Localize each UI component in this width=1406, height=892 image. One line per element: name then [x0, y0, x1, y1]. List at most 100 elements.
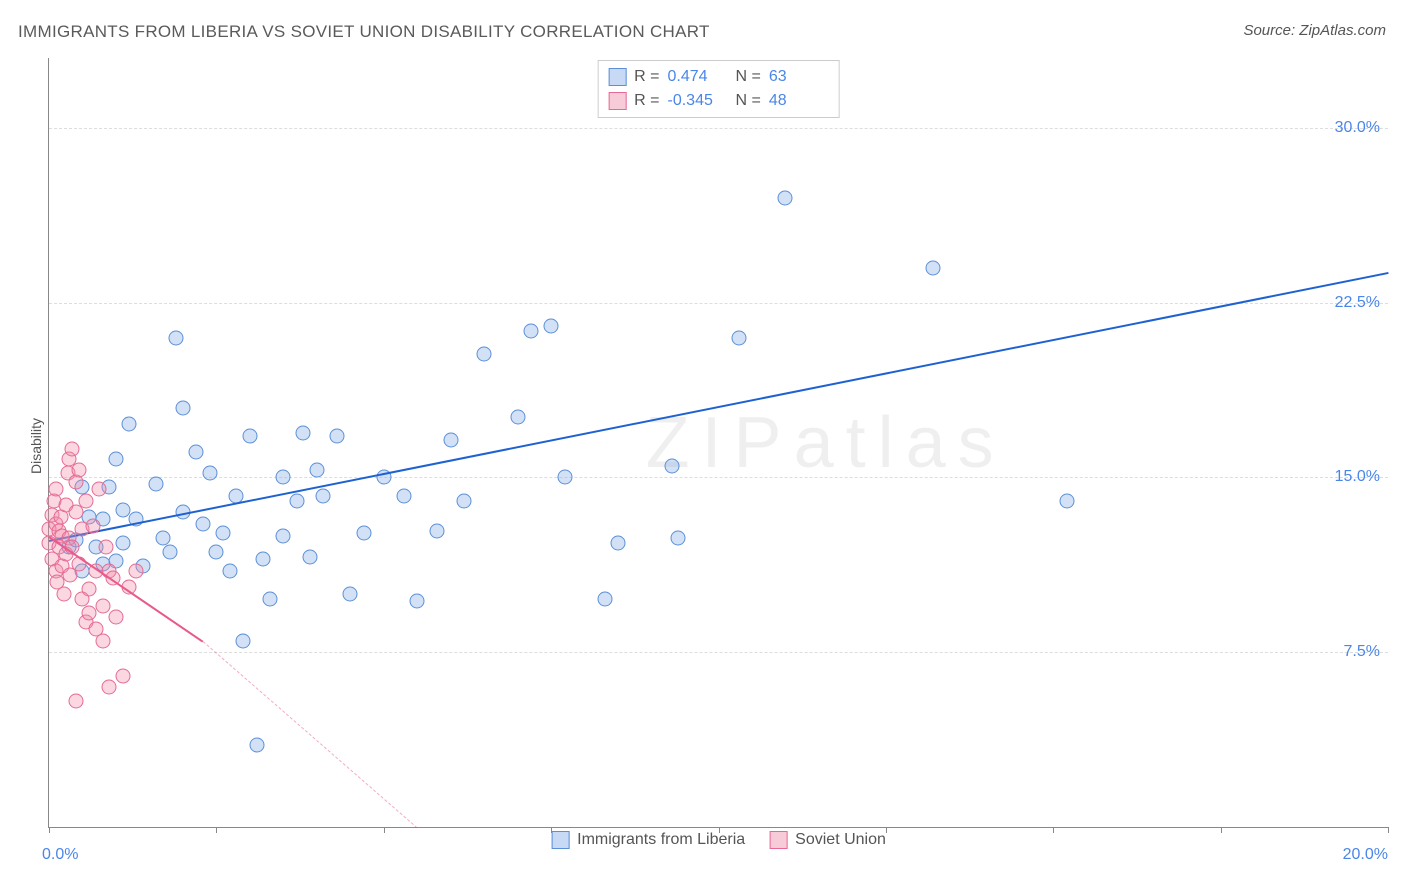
data-point	[477, 346, 492, 361]
data-point	[410, 593, 425, 608]
data-point	[664, 458, 679, 473]
source-label: Source: ZipAtlas.com	[1243, 22, 1386, 39]
swatch-icon	[769, 831, 787, 849]
x-tick-mark	[1221, 827, 1222, 833]
data-point	[276, 470, 291, 485]
n-label: N =	[736, 65, 761, 89]
data-point	[68, 694, 83, 709]
r-value: 0.474	[668, 65, 728, 89]
data-point	[296, 426, 311, 441]
data-point	[115, 503, 130, 518]
data-point	[356, 526, 371, 541]
data-point	[65, 442, 80, 457]
data-point	[611, 535, 626, 550]
data-point	[443, 433, 458, 448]
data-point	[149, 477, 164, 492]
watermark: ZIPatlas	[646, 402, 1006, 484]
data-point	[82, 582, 97, 597]
data-point	[195, 517, 210, 532]
data-point	[48, 482, 63, 497]
data-point	[222, 563, 237, 578]
x-tick-mark	[216, 827, 217, 833]
y-tick-label: 15.0%	[1335, 468, 1380, 486]
data-point	[242, 428, 257, 443]
r-label: R =	[634, 65, 659, 89]
data-point	[115, 668, 130, 683]
swatch-icon	[608, 92, 626, 110]
x-tick-mark	[551, 827, 552, 833]
data-point	[731, 330, 746, 345]
data-point	[209, 545, 224, 560]
plot-area: ZIPatlas R = 0.474 N = 63 R = -0.345 N =…	[48, 58, 1388, 828]
data-point	[303, 549, 318, 564]
r-value: -0.345	[668, 89, 728, 113]
data-point	[92, 482, 107, 497]
n-label: N =	[736, 89, 761, 113]
data-point	[169, 330, 184, 345]
data-point	[129, 563, 144, 578]
data-point	[115, 535, 130, 550]
data-point	[85, 519, 100, 534]
legend-item: Soviet Union	[769, 831, 886, 849]
gridline	[49, 652, 1388, 653]
swatch-icon	[551, 831, 569, 849]
gridline	[49, 128, 1388, 129]
data-point	[524, 323, 539, 338]
data-point	[162, 545, 177, 560]
data-point	[189, 444, 204, 459]
gridline	[49, 477, 1388, 478]
data-point	[316, 489, 331, 504]
x-min-label: 0.0%	[42, 846, 78, 864]
data-point	[557, 470, 572, 485]
data-point	[544, 318, 559, 333]
data-point	[309, 463, 324, 478]
y-tick-label: 22.5%	[1335, 294, 1380, 312]
data-point	[56, 586, 71, 601]
data-point	[72, 463, 87, 478]
chart-container: IMMIGRANTS FROM LIBERIA VS SOVIET UNION …	[0, 0, 1406, 892]
data-point	[1059, 493, 1074, 508]
data-point	[256, 552, 271, 567]
n-value: 48	[769, 89, 829, 113]
data-point	[175, 400, 190, 415]
data-point	[925, 260, 940, 275]
r-label: R =	[634, 89, 659, 113]
x-tick-mark	[49, 827, 50, 833]
legend-row: R = -0.345 N = 48	[608, 89, 829, 113]
data-point	[510, 409, 525, 424]
trend-line	[49, 272, 1388, 542]
data-point	[671, 531, 686, 546]
data-point	[108, 610, 123, 625]
legend-label: Immigrants from Liberia	[577, 831, 745, 849]
data-point	[289, 493, 304, 508]
legend-row: R = 0.474 N = 63	[608, 65, 829, 89]
data-point	[597, 591, 612, 606]
data-point	[78, 493, 93, 508]
data-point	[329, 428, 344, 443]
data-point	[95, 598, 110, 613]
trend-line-extrapolated	[203, 641, 418, 828]
legend-item: Immigrants from Liberia	[551, 831, 745, 849]
data-point	[108, 451, 123, 466]
data-point	[155, 531, 170, 546]
y-tick-label: 30.0%	[1335, 119, 1380, 137]
x-tick-mark	[1053, 827, 1054, 833]
data-point	[276, 528, 291, 543]
data-point	[95, 633, 110, 648]
n-value: 63	[769, 65, 829, 89]
x-tick-mark	[1388, 827, 1389, 833]
data-point	[778, 190, 793, 205]
data-point	[262, 591, 277, 606]
chart-title: IMMIGRANTS FROM LIBERIA VS SOVIET UNION …	[18, 22, 710, 42]
data-point	[430, 524, 445, 539]
gridline	[49, 303, 1388, 304]
trend-line	[48, 536, 203, 643]
swatch-icon	[608, 68, 626, 86]
y-axis-label: Disability	[28, 418, 44, 474]
data-point	[343, 586, 358, 601]
data-point	[102, 680, 117, 695]
x-tick-mark	[886, 827, 887, 833]
legend-label: Soviet Union	[795, 831, 886, 849]
data-point	[216, 526, 231, 541]
data-point	[202, 465, 217, 480]
